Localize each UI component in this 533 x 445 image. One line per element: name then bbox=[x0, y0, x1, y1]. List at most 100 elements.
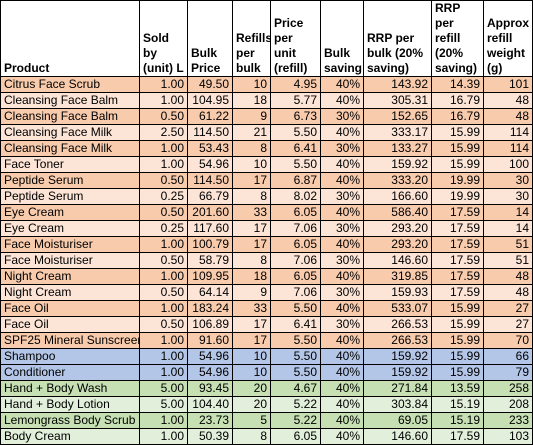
table-row: Night Cream 0.50 64.14 9 7.06 30% 159.93 17.59 4… bbox=[0, 284, 533, 301]
table-row: Hand + Body Lotion 5.00 104.40 20 5.22 40% 303… bbox=[0, 396, 533, 413]
cell-bulk-saving: 40% bbox=[320, 204, 364, 221]
cell-rrp-refill: 15.99 bbox=[431, 316, 484, 333]
cell-refills: 10 bbox=[232, 348, 271, 365]
cell-price-per-unit: 6.41 bbox=[270, 140, 321, 157]
cell-product: Face Oil bbox=[0, 300, 140, 317]
table-row: Eye Cream 0.25 117.60 17 7.06 30% 293.20 17.59 1… bbox=[0, 220, 533, 237]
cell-product: Peptide Serum bbox=[0, 188, 140, 205]
cell-product: Night Cream bbox=[0, 268, 140, 285]
cell-rrp-bulk: 303.84 bbox=[363, 396, 432, 413]
cell-bulk-saving: 40% bbox=[320, 156, 364, 173]
cell-refills: 10 bbox=[232, 364, 271, 381]
cell-sold-by: 1.00 bbox=[139, 140, 188, 157]
cell-rrp-refill: 13.59 bbox=[431, 380, 484, 397]
cell-rrp-refill: 15.99 bbox=[431, 332, 484, 349]
table-row: Face Moisturiser 0.50 58.79 8 7.06 30% 146.60 1… bbox=[0, 252, 533, 269]
cell-refill-weight: 114 bbox=[483, 140, 533, 157]
cell-bulk-saving: 30% bbox=[320, 188, 364, 205]
header-refills: Refills per bulk bbox=[232, 0, 271, 77]
cell-refills: 10 bbox=[232, 156, 271, 173]
cell-rrp-refill: 15.99 bbox=[431, 300, 484, 317]
cell-bulk-saving: 40% bbox=[320, 364, 364, 381]
cell-sold-by: 1.00 bbox=[139, 348, 188, 365]
cell-price-per-unit: 5.22 bbox=[270, 412, 321, 429]
cell-rrp-bulk: 266.53 bbox=[363, 316, 432, 333]
cell-sold-by: 0.25 bbox=[139, 188, 188, 205]
cell-sold-by: 1.00 bbox=[139, 92, 188, 109]
table-row: Peptide Serum 0.50 114.50 17 6.87 40% 333.20 19… bbox=[0, 172, 533, 189]
cell-bulk-price: 54.96 bbox=[187, 348, 233, 365]
cell-rrp-bulk: 319.85 bbox=[363, 268, 432, 285]
cell-price-per-unit: 5.50 bbox=[270, 124, 321, 141]
cell-rrp-bulk: 271.84 bbox=[363, 380, 432, 397]
cell-sold-by: 5.00 bbox=[139, 380, 188, 397]
cell-sold-by: 0.50 bbox=[139, 252, 188, 269]
cell-rrp-refill: 16.79 bbox=[431, 108, 484, 125]
cell-product: Peptide Serum bbox=[0, 172, 140, 189]
cell-refills: 18 bbox=[232, 268, 271, 285]
cell-price-per-unit: 5.22 bbox=[270, 396, 321, 413]
cell-bulk-price: 93.45 bbox=[187, 380, 233, 397]
cell-rrp-refill: 17.59 bbox=[431, 428, 484, 445]
table-row: Face Oil 0.50 106.89 17 6.41 30% 266.53 15.99 27 bbox=[0, 316, 533, 333]
cell-bulk-saving: 30% bbox=[320, 140, 364, 157]
cell-sold-by: 1.00 bbox=[139, 364, 188, 381]
cell-rrp-bulk: 159.92 bbox=[363, 364, 432, 381]
cell-price-per-unit: 4.67 bbox=[270, 380, 321, 397]
header-bulk-price: Bulk Price bbox=[187, 0, 233, 77]
cell-price-per-unit: 7.06 bbox=[270, 284, 321, 301]
table-row: Cleansing Face Balm 0.50 61.22 9 6.73 30% 152.… bbox=[0, 108, 533, 125]
cell-product: Hand + Body Wash bbox=[0, 380, 140, 397]
cell-rrp-refill: 14.39 bbox=[431, 76, 484, 93]
cell-rrp-bulk: 533.07 bbox=[363, 300, 432, 317]
cell-refills: 9 bbox=[232, 284, 271, 301]
cell-bulk-saving: 40% bbox=[320, 428, 364, 445]
cell-refill-weight: 100 bbox=[483, 156, 533, 173]
cell-product: Eye Cream bbox=[0, 204, 140, 221]
cell-bulk-price: 117.60 bbox=[187, 220, 233, 237]
table-row: Eye Cream 0.50 201.60 33 6.05 40% 586.40 17.59 1… bbox=[0, 204, 533, 221]
cell-rrp-refill: 17.59 bbox=[431, 252, 484, 269]
cell-bulk-saving: 40% bbox=[320, 76, 364, 93]
cell-rrp-bulk: 159.93 bbox=[363, 284, 432, 301]
cell-rrp-refill: 17.59 bbox=[431, 236, 484, 253]
cell-price-per-unit: 6.73 bbox=[270, 108, 321, 125]
cell-rrp-refill: 19.99 bbox=[431, 188, 484, 205]
cell-bulk-price: 58.79 bbox=[187, 252, 233, 269]
cell-refill-weight: 233 bbox=[483, 412, 533, 429]
cell-refill-weight: 30 bbox=[483, 172, 533, 189]
cell-refill-weight: 208 bbox=[483, 396, 533, 413]
cell-price-per-unit: 5.50 bbox=[270, 364, 321, 381]
cell-refills: 21 bbox=[232, 124, 271, 141]
cell-bulk-price: 183.24 bbox=[187, 300, 233, 317]
cell-bulk-saving: 30% bbox=[320, 284, 364, 301]
cell-product: Citrus Face Scrub bbox=[0, 76, 140, 93]
cell-rrp-refill: 17.59 bbox=[431, 268, 484, 285]
table-row: Cleansing Face Milk 1.00 53.43 8 6.41 30% 133.… bbox=[0, 140, 533, 157]
cell-bulk-saving: 30% bbox=[320, 252, 364, 269]
cell-price-per-unit: 7.06 bbox=[270, 220, 321, 237]
cell-price-per-unit: 6.41 bbox=[270, 316, 321, 333]
cell-refill-weight: 27 bbox=[483, 316, 533, 333]
cell-price-per-unit: 5.50 bbox=[270, 348, 321, 365]
cell-price-per-unit: 8.02 bbox=[270, 188, 321, 205]
cell-rrp-bulk: 152.65 bbox=[363, 108, 432, 125]
cell-price-per-unit: 5.50 bbox=[270, 156, 321, 173]
cell-refills: 8 bbox=[232, 188, 271, 205]
cell-price-per-unit: 6.05 bbox=[270, 268, 321, 285]
cell-product: Face Oil bbox=[0, 316, 140, 333]
cell-sold-by: 1.00 bbox=[139, 300, 188, 317]
cell-product: Lemongrass Body Scrub bbox=[0, 412, 140, 429]
cell-bulk-price: 104.40 bbox=[187, 396, 233, 413]
cell-rrp-refill: 17.59 bbox=[431, 204, 484, 221]
cell-sold-by: 0.50 bbox=[139, 284, 188, 301]
cell-bulk-saving: 40% bbox=[320, 412, 364, 429]
cell-bulk-saving: 30% bbox=[320, 316, 364, 333]
cell-refill-weight: 66 bbox=[483, 348, 533, 365]
table-row: Face Moisturiser 1.00 100.79 17 6.05 40% 293.2… bbox=[0, 236, 533, 253]
cell-rrp-bulk: 305.31 bbox=[363, 92, 432, 109]
cell-rrp-bulk: 133.27 bbox=[363, 140, 432, 157]
cell-product: Face Toner bbox=[0, 156, 140, 173]
table-body: Citrus Face Scrub 1.00 49.50 10 4.95 40% 143.9… bbox=[0, 76, 533, 445]
cell-bulk-saving: 40% bbox=[320, 396, 364, 413]
